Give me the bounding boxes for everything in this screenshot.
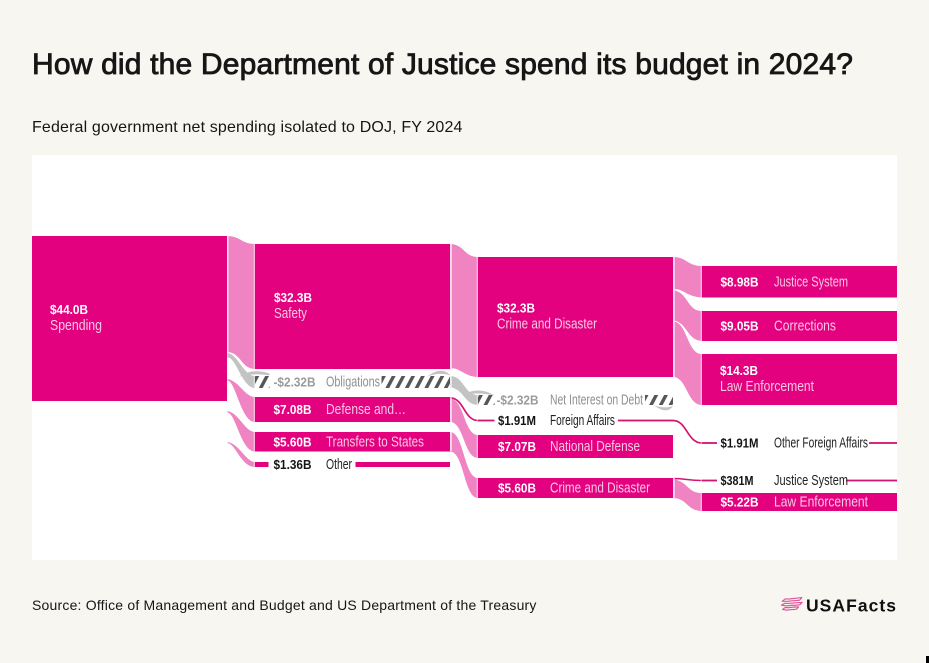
svg-text:Foreign Affairs: Foreign Affairs [550, 412, 615, 429]
svg-text:Other Foreign Affairs: Other Foreign Affairs [774, 435, 868, 452]
svg-text:-$2.32B: -$2.32B [274, 375, 316, 390]
svg-text:-$2.32B: -$2.32B [497, 393, 539, 408]
svg-text:$5.60B: $5.60B [274, 435, 312, 450]
svg-text:USAFacts: USAFacts [806, 596, 896, 616]
svg-text:$7.07B: $7.07B [498, 439, 536, 454]
svg-text:Defense and…: Defense and… [326, 401, 406, 418]
svg-text:Justice System: Justice System [774, 472, 848, 489]
svg-text:$32.3B: $32.3B [497, 301, 535, 316]
svg-text:$5.22B: $5.22B [721, 495, 759, 510]
svg-text:Justice System: Justice System [774, 274, 848, 291]
svg-text:Spending: Spending [50, 317, 102, 334]
svg-text:$8.98B: $8.98B [721, 275, 759, 290]
svg-text:Net Interest on Debt: Net Interest on Debt [550, 392, 644, 409]
svg-text:Law Enforcement: Law Enforcement [720, 378, 815, 395]
svg-text:Corrections: Corrections [774, 318, 836, 335]
svg-text:Crime and Disaster: Crime and Disaster [497, 316, 597, 333]
svg-text:$9.05B: $9.05B [721, 319, 759, 334]
svg-text:Crime and Disaster: Crime and Disaster [550, 480, 650, 497]
svg-text:Safety: Safety [274, 305, 307, 322]
svg-text:$381M: $381M [721, 473, 754, 488]
svg-text:Transfers to States: Transfers to States [326, 434, 424, 451]
svg-text:$14.3B: $14.3B [720, 363, 758, 378]
svg-text:$32.3B: $32.3B [274, 290, 312, 305]
svg-text:$1.36B: $1.36B [274, 457, 312, 472]
svg-text:$5.60B: $5.60B [498, 481, 536, 496]
svg-text:Law Enforcement: Law Enforcement [774, 494, 869, 511]
svg-text:Obligations: Obligations [326, 374, 380, 391]
svg-text:$44.0B: $44.0B [50, 302, 88, 317]
svg-text:$7.08B: $7.08B [274, 402, 312, 417]
svg-text:$1.91M: $1.91M [721, 436, 759, 451]
svg-text:$1.91M: $1.91M [498, 413, 536, 428]
svg-text:Other: Other [326, 456, 352, 473]
svg-text:National Defense: National Defense [550, 438, 640, 455]
